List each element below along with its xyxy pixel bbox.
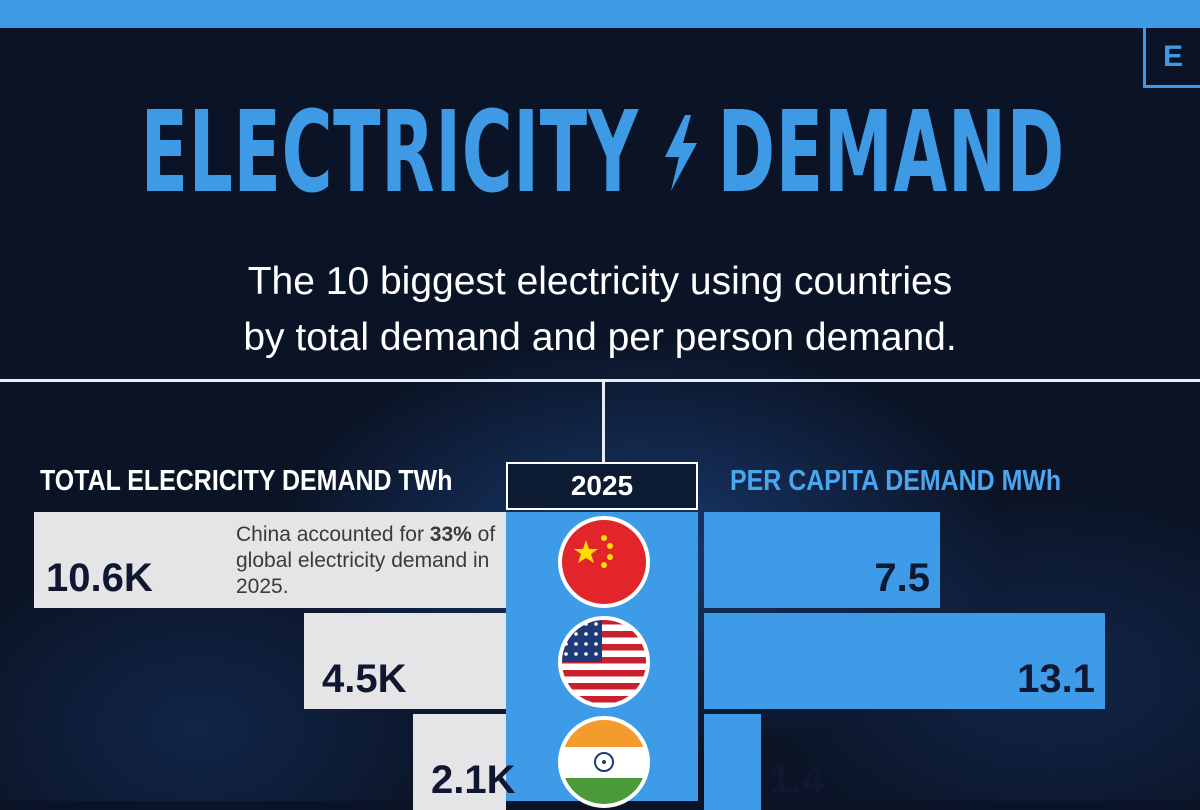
subtitle-line-1: The 10 biggest electricity using countri… <box>247 260 953 303</box>
per-capita-bar-united-states <box>704 613 1105 709</box>
background <box>0 28 1200 801</box>
per-capita-label-united-states: 13.1 <box>1017 657 1095 701</box>
page-title: ELECTRICITY DEMAND <box>92 68 1108 238</box>
total-demand-label-china: 10.6K <box>46 556 153 600</box>
per-capita-label-india: 1.4 <box>769 758 825 802</box>
subtitle: The 10 biggest electricity using countri… <box>100 254 1100 366</box>
usa-flag-icon <box>558 616 650 708</box>
per-capita-bar-india <box>704 714 761 810</box>
brand-logo-letter: E <box>1162 39 1183 73</box>
china-flag-icon <box>558 516 650 608</box>
year-box: 2025 <box>506 462 698 510</box>
lightning-bolt-icon <box>665 115 698 191</box>
total-demand-bar-india <box>413 714 506 810</box>
note-highlight: 33% <box>429 523 472 546</box>
total-demand-label-united-states: 4.5K <box>322 657 407 701</box>
title-word-1: ELECTRICITY <box>140 88 639 218</box>
note-prefix: China accounted for <box>236 523 430 546</box>
note-rest: of global electricity demand in 2025. <box>236 523 496 598</box>
divider-horizontal <box>0 379 1200 382</box>
india-flag-icon <box>558 716 650 808</box>
brand-logo: E <box>1143 28 1200 88</box>
total-demand-bar-united-states <box>304 613 506 709</box>
title-word-2: DEMAND <box>717 88 1066 218</box>
per-capita-bar-china <box>704 512 940 608</box>
china-annotation: China accounted for 33% of global electr… <box>236 522 496 600</box>
left-series-header: TOTAL ELECRICITY DEMAND TWh <box>40 465 453 497</box>
subtitle-line-2: by total demand and per person demand. <box>243 316 957 359</box>
top-accent-band <box>0 0 1200 28</box>
total-demand-label-india: 2.1K <box>431 758 516 802</box>
right-series-header: PER CAPITA DEMAND MWh <box>730 465 1062 497</box>
total-demand-bar-china <box>34 512 506 608</box>
per-capita-label-china: 7.5 <box>874 556 930 600</box>
divider-vertical <box>602 382 605 464</box>
